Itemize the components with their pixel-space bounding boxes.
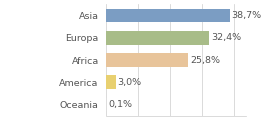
Bar [106,98,107,111]
Bar [106,53,188,67]
Text: 38,7%: 38,7% [231,11,261,20]
Bar [106,75,116,89]
Bar [106,9,230,22]
Text: 3,0%: 3,0% [118,78,142,87]
Text: 0,1%: 0,1% [108,100,132,109]
Text: 25,8%: 25,8% [190,55,220,65]
Text: 32,4%: 32,4% [211,33,241,42]
Bar [106,31,209,45]
